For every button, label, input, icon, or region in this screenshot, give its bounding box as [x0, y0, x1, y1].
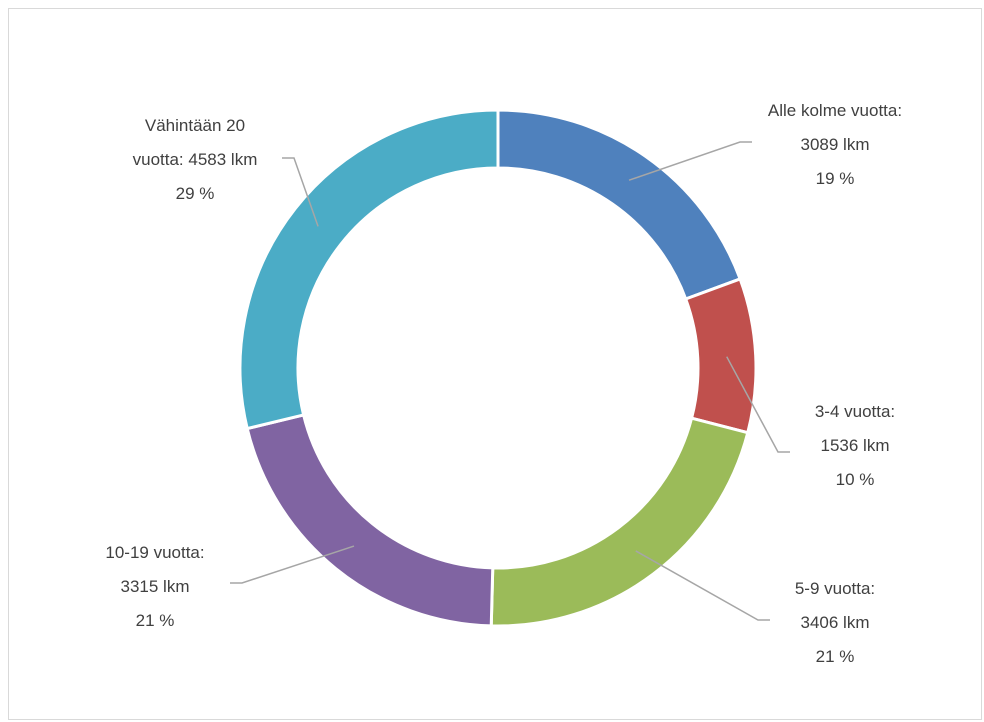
leader-line [726, 356, 790, 453]
donut-slice [496, 108, 743, 301]
value-label: 3315 lkm [120, 577, 190, 596]
percent-label: 21 % [815, 647, 855, 666]
chart-frame [8, 8, 982, 720]
donut-slice [489, 416, 750, 628]
data-label: Alle kolme vuotta: 3089 lkm 19 % [765, 94, 905, 196]
data-label: 5-9 vuotta: 3406 lkm 21 % [779, 572, 891, 674]
value-label: 1536 lkm [820, 436, 890, 455]
data-label: 10-19 vuotta: 3315 lkm 21 % [95, 536, 215, 638]
category-label: Vähintään 20 vuotta: [132, 116, 246, 169]
leader-line [635, 550, 770, 621]
percent-label: 10 % [835, 470, 875, 489]
category-label: Alle kolme vuotta: [767, 101, 903, 120]
value-label: 4583 lkm [188, 150, 258, 169]
donut-slice [238, 108, 500, 431]
category-label: 5-9 vuotta: [794, 579, 876, 598]
donut-slice [683, 277, 758, 435]
percent-label: 29 % [175, 184, 215, 203]
leader-line [628, 141, 752, 181]
category-label: 3-4 vuotta: [814, 402, 896, 421]
leader-line [282, 157, 319, 227]
value-label: 3089 lkm [800, 135, 870, 154]
data-label: 3-4 vuotta: 1536 lkm 10 % [799, 395, 911, 497]
leader-line [230, 545, 355, 584]
data-label: Vähintään 20 vuotta: 4583 lkm 29 % [120, 109, 270, 211]
percent-label: 21 % [135, 611, 175, 630]
category-label: 10-19 vuotta: [105, 543, 205, 562]
value-label: 3406 lkm [800, 613, 870, 632]
donut-slice [245, 413, 495, 628]
percent-label: 19 % [815, 169, 855, 188]
